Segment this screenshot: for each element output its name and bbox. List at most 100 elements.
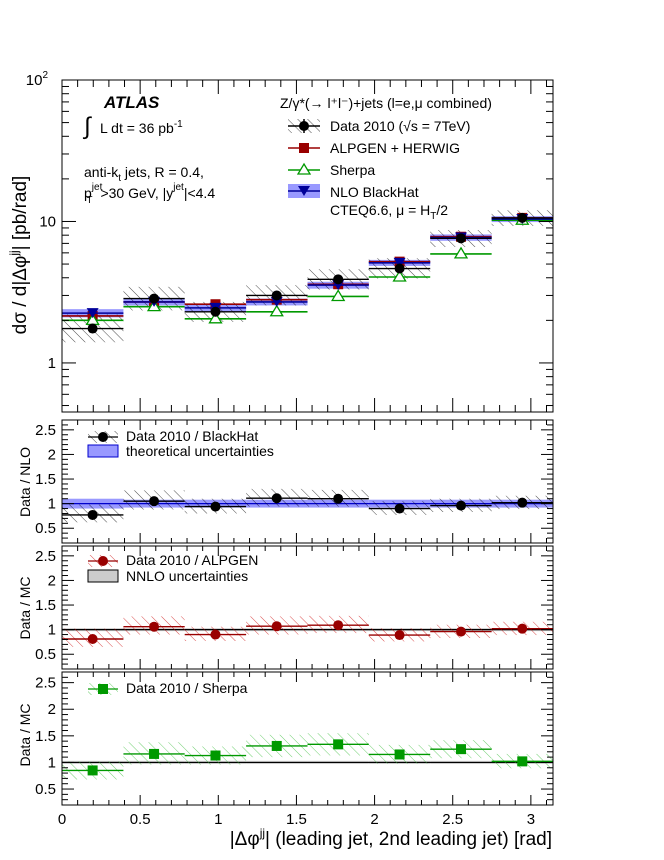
legend-blackhat: NLO BlackHat <box>288 184 419 200</box>
data-point <box>456 233 467 244</box>
x-tick-label: 3 <box>527 811 535 828</box>
ratio-point <box>517 756 528 767</box>
legend-alpgen-label: ALPGEN + HERWIG <box>330 140 460 156</box>
ratio-ytick-label: 2 <box>48 701 56 718</box>
ratio-point <box>149 621 160 632</box>
main-legend: Data 2010 (√s = 7TeV) ALPGEN + HERWIG Sh… <box>288 118 470 200</box>
ratio-point <box>149 748 160 759</box>
process-label: Z/γ*(→ l⁺l⁻)+jets (l=e,μ combined) <box>280 95 492 111</box>
ratio-frame <box>61 545 554 670</box>
ratio-point <box>456 744 467 755</box>
ratio-point <box>394 503 405 514</box>
ratio-point <box>210 629 221 640</box>
ratio-ytick-label: 2.5 <box>35 675 56 692</box>
sherpa-point <box>208 311 223 324</box>
legend-blackhat-label: NLO BlackHat <box>330 184 419 200</box>
ratio3-ylabel: Data / MC <box>17 703 33 766</box>
x-tick-label: 0.5 <box>130 811 151 828</box>
data-point <box>271 290 282 301</box>
ratio-ytick-label: 0.5 <box>35 781 56 798</box>
ratio-panel-1: 0.5 1 1.5 2 2.5 <box>35 419 554 544</box>
sherpa-point <box>392 269 407 282</box>
ratio-point <box>87 765 98 776</box>
integral-sign: ∫ <box>82 113 92 140</box>
blackhat-point <box>86 308 99 319</box>
ratio2-legend-band: NNLO uncertainties <box>126 568 248 584</box>
ratio3-legend-data: Data 2010 / Sherpa <box>126 680 248 696</box>
lumi-label: L dt = 36 pb-1 <box>100 119 183 136</box>
x-tick-label: 0 <box>58 811 66 828</box>
ratio-point <box>456 626 467 637</box>
ratio-ytick-label: 0.5 <box>35 520 56 537</box>
ratio1-legend-data: Data 2010 / BlackHat <box>126 428 258 444</box>
ratio-point <box>271 493 282 504</box>
ratio-ytick-label: 2.5 <box>35 548 56 565</box>
ratio-point <box>87 633 98 644</box>
chart-marks: 1101020.511.522.50.511.522.50.511.522.50… <box>26 70 554 828</box>
legend-data-label: Data 2010 (√s = 7TeV) <box>330 118 470 134</box>
legend-sherpa-label: Sherpa <box>330 162 375 178</box>
main-frame <box>61 79 554 413</box>
x-axis-title: |Δφjj| (leading jet, 2nd leading jet) [r… <box>230 826 552 850</box>
ratio1-legend: Data 2010 / BlackHat theoretical uncerta… <box>87 428 274 459</box>
legend-alpgen: ALPGEN + HERWIG <box>288 140 460 156</box>
ratio-ytick-label: 1.5 <box>35 597 56 614</box>
main-ytick-sup: 2 <box>42 70 48 81</box>
ratio1-ylabel: Data / NLO <box>17 447 33 517</box>
ratio-point <box>210 750 221 761</box>
data-point <box>87 323 98 334</box>
ratio-point <box>210 501 221 512</box>
ratio-point <box>517 497 528 508</box>
sherpa-point <box>331 289 346 302</box>
main-panel: 1 10 102 <box>26 70 554 413</box>
x-tick-label: 1 <box>214 811 222 828</box>
ratio-panel-2: 0.5 1 1.5 2 2.5 <box>35 545 554 670</box>
main-ylabel: dσ / d|Δφjj| [pb/rad] <box>7 176 31 335</box>
ratio-point <box>271 740 282 751</box>
ratio-point <box>333 493 344 504</box>
main-ytick-label: 102 <box>26 70 49 89</box>
ratio-frame <box>61 671 554 806</box>
data-point <box>210 306 221 317</box>
data-point <box>517 212 528 223</box>
cteq-label: CTEQ6.6, μ = HT/2 <box>330 202 448 222</box>
ratio-point <box>333 620 344 631</box>
ratio-point <box>271 621 282 632</box>
ratio-frame <box>61 419 554 544</box>
ratio-ytick-label: 2.5 <box>35 422 56 439</box>
ratio1-legend-band: theoretical uncertainties <box>126 443 274 459</box>
ratio-panel-3: 0.5 1 1.5 2 2.5 <box>35 671 554 806</box>
ratio-ytick-label: 1 <box>48 622 56 639</box>
ratio3-legend: Data 2010 / Sherpa <box>88 680 248 696</box>
cuts-label: pjet T >30 GeV, |yjet|<4.4 <box>84 182 215 206</box>
blackhat-point <box>393 257 406 268</box>
data-point <box>149 293 160 304</box>
ratio-point <box>87 509 98 520</box>
ratio-ytick-label: 1.5 <box>35 728 56 745</box>
ratio-point <box>456 500 467 511</box>
x-tick-label: 2 <box>370 811 378 828</box>
ratio-point <box>149 496 160 507</box>
ratio-ytick-label: 1.5 <box>35 471 56 488</box>
ratio-ytick-label: 1 <box>48 496 56 513</box>
atlas-label: ATLAS <box>103 93 160 112</box>
ratio2-legend-data: Data 2010 / ALPGEN <box>126 552 258 568</box>
ratio-ytick-label: 2 <box>48 572 56 589</box>
ratio-point <box>394 630 405 641</box>
data-point <box>394 263 405 274</box>
data-point <box>333 274 344 285</box>
jets-label: anti-kt jets, R = 0.4, <box>84 164 204 184</box>
main-annotations: ATLAS ∫ L dt = 36 pb-1 anti-kt jets, R =… <box>82 93 492 222</box>
legend-sherpa: Sherpa <box>288 162 375 178</box>
x-tick-label: 1.5 <box>286 811 307 828</box>
x-tick-label: 2.5 <box>442 811 463 828</box>
ratio2-ylabel: Data / MC <box>17 576 33 639</box>
main-ytick-label: 1 <box>48 355 56 372</box>
ratio-ytick-label: 1 <box>48 754 56 771</box>
ratio-ytick-label: 0.5 <box>35 646 56 663</box>
ratio-point <box>333 739 344 750</box>
sherpa-point <box>269 304 284 317</box>
main-ytick-label: 10 <box>39 213 56 230</box>
ratio2-legend: Data 2010 / ALPGEN NNLO uncertainties <box>87 552 258 584</box>
